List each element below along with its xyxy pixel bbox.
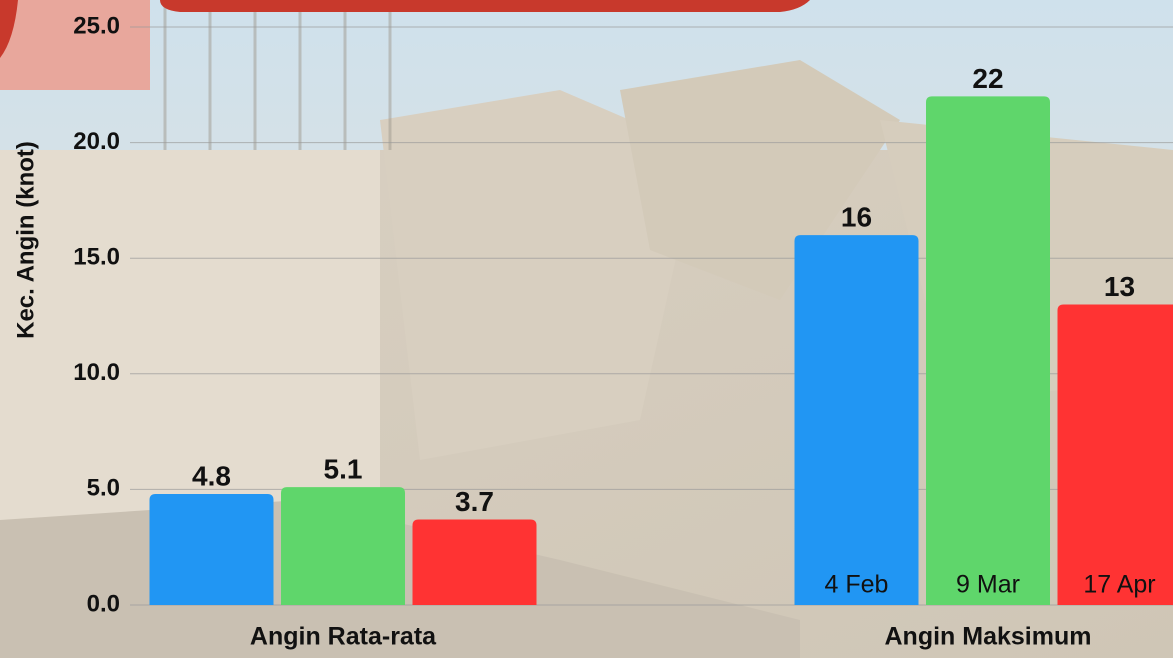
y-tick-label: 0.0 bbox=[87, 590, 120, 617]
bar bbox=[794, 235, 919, 605]
y-tick-label: 15.0 bbox=[73, 244, 120, 271]
bar-inner-label: 4 Feb bbox=[825, 571, 889, 599]
y-tick-label: 10.0 bbox=[73, 359, 120, 386]
data-label: 22 bbox=[972, 63, 1003, 94]
x-tick-label: Angin Maksimum bbox=[885, 623, 1092, 651]
data-label: 16 bbox=[841, 201, 872, 232]
data-label: 13 bbox=[1104, 271, 1135, 302]
bar bbox=[1057, 304, 1173, 605]
bar bbox=[926, 96, 1050, 606]
data-label: 3.7 bbox=[455, 486, 494, 517]
bar-inner-label: 17 Apr bbox=[1083, 571, 1155, 599]
bar bbox=[412, 519, 537, 605]
x-tick-label: Angin Rata-rata bbox=[250, 623, 437, 651]
y-tick-label: 25.0 bbox=[73, 12, 120, 39]
y-tick-label: 5.0 bbox=[87, 475, 120, 502]
y-tick-label: 20.0 bbox=[73, 128, 120, 155]
bar bbox=[281, 487, 405, 605]
y-axis-label: Kec. Angin (knot) bbox=[12, 141, 39, 339]
bar bbox=[149, 494, 274, 605]
data-label: 4.8 bbox=[192, 460, 231, 491]
data-label: 5.1 bbox=[324, 453, 363, 484]
bar-inner-label: 9 Mar bbox=[956, 571, 1020, 599]
